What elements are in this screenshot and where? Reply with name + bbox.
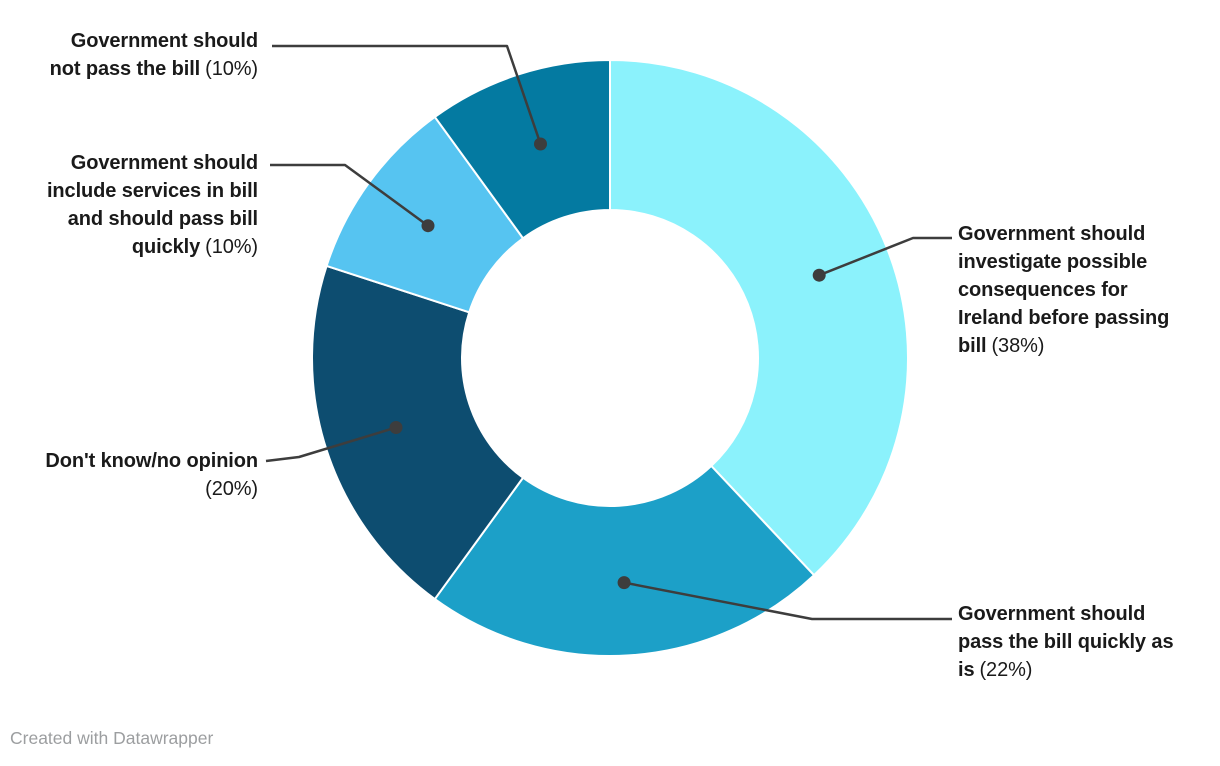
- slice-label-include-services: Government should include services in bi…: [18, 149, 258, 261]
- leader-dot-include-services: [421, 219, 435, 233]
- leader-line-dont-know: [265, 426, 397, 463]
- datawrapper-credit-link[interactable]: Created with Datawrapper: [10, 728, 214, 748]
- label-line: consequences for: [958, 279, 1128, 301]
- label-line: (20%): [18, 475, 258, 503]
- label-line: is (22%): [958, 659, 1033, 681]
- leader-line-investigate: [818, 236, 952, 277]
- leader-line-include-services: [270, 163, 429, 227]
- label-line: Government should: [70, 30, 258, 52]
- donut-slice-not-pass[interactable]: [433, 59, 611, 240]
- slice-percent: (38%): [991, 335, 1045, 357]
- label-line: Government should: [958, 603, 1146, 625]
- label-line: include services in bill: [46, 180, 258, 202]
- slice-label-pass-quickly: Government should pass the bill quickly …: [958, 600, 1188, 684]
- leader-line-pass-quickly: [623, 581, 952, 621]
- label-line: Don't know/no opinion: [45, 450, 258, 472]
- slice-label-dont-know: Don't know/no opinion (20%): [18, 447, 258, 503]
- leader-dot-investigate: [812, 268, 826, 282]
- label-line: and should pass bill: [67, 208, 258, 230]
- leader-dot-not-pass: [534, 137, 547, 151]
- leader-dot-pass-quickly: [617, 576, 631, 590]
- label-line: not pass the bill (10%): [49, 58, 259, 80]
- slice-percent: (20%): [205, 478, 258, 500]
- label-line: Ireland before passing: [958, 307, 1170, 329]
- label-line: bill (38%): [958, 335, 1045, 357]
- label-line: investigate possible: [958, 251, 1148, 273]
- slice-percent: (10%): [205, 236, 258, 258]
- label-line: pass the bill quickly as: [958, 631, 1174, 653]
- slice-label-not-pass: Government should not pass the bill (10%): [18, 27, 259, 83]
- donut-slice-investigate[interactable]: [609, 59, 909, 577]
- leader-dot-dont-know: [389, 421, 403, 434]
- slice-label-investigate: Government should investigate possible c…: [958, 220, 1188, 360]
- slice-percent: (22%): [979, 659, 1033, 681]
- label-line: quickly (10%): [131, 236, 258, 258]
- leader-line-not-pass: [272, 44, 542, 145]
- label-line: Government should: [70, 152, 258, 174]
- slice-percent: (10%): [205, 58, 258, 80]
- label-line: Government should: [958, 223, 1146, 245]
- donut-slice-pass-quickly[interactable]: [433, 464, 815, 657]
- donut-slice-dont-know[interactable]: [311, 264, 525, 601]
